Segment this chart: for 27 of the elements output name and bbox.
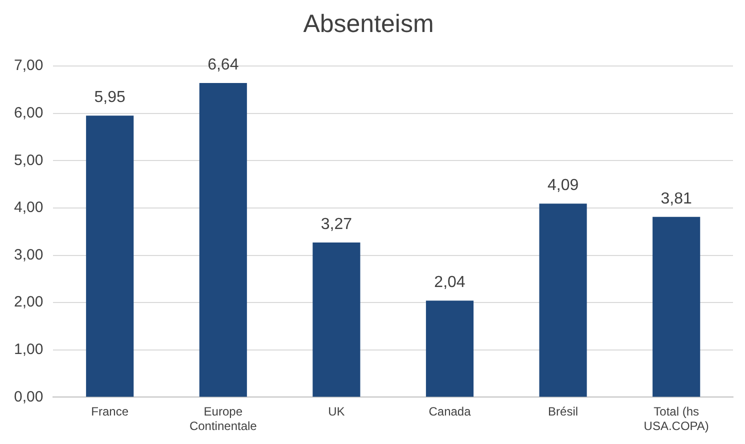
data-label: 2,04 — [434, 274, 466, 292]
y-tick-label: 4,00 — [14, 199, 44, 216]
x-tick-label: Canada — [428, 404, 472, 419]
y-tick-label: 7,00 — [14, 57, 44, 74]
x-tick-label: France — [91, 404, 129, 419]
data-label: 5,95 — [94, 89, 126, 106]
x-tick-label: Total (hs USA.COPA) — [644, 404, 709, 434]
bar — [312, 242, 360, 397]
y-tick-label: 5,00 — [14, 152, 44, 169]
y-tick-label: 2,00 — [14, 294, 44, 311]
bar — [652, 216, 700, 397]
data-label: 6,64 — [208, 56, 239, 74]
x-tick-label: Brésil — [548, 404, 578, 419]
bar — [86, 116, 134, 397]
y-tick-label: 1,00 — [14, 341, 44, 358]
data-label: 3,81 — [660, 190, 692, 208]
y-tick-label: 0,00 — [14, 388, 44, 406]
bar — [426, 300, 474, 397]
data-label: 4,09 — [547, 177, 579, 194]
x-tick-label: Europe Continentale — [189, 404, 258, 434]
bar — [539, 204, 587, 397]
y-tick-label: 3,00 — [14, 246, 44, 264]
data-label: 3,27 — [320, 216, 352, 233]
bar — [199, 83, 247, 397]
y-tick-label: 6,00 — [14, 104, 44, 122]
chart-title: Absenteism — [303, 10, 434, 38]
x-tick-label: UK — [328, 404, 345, 419]
